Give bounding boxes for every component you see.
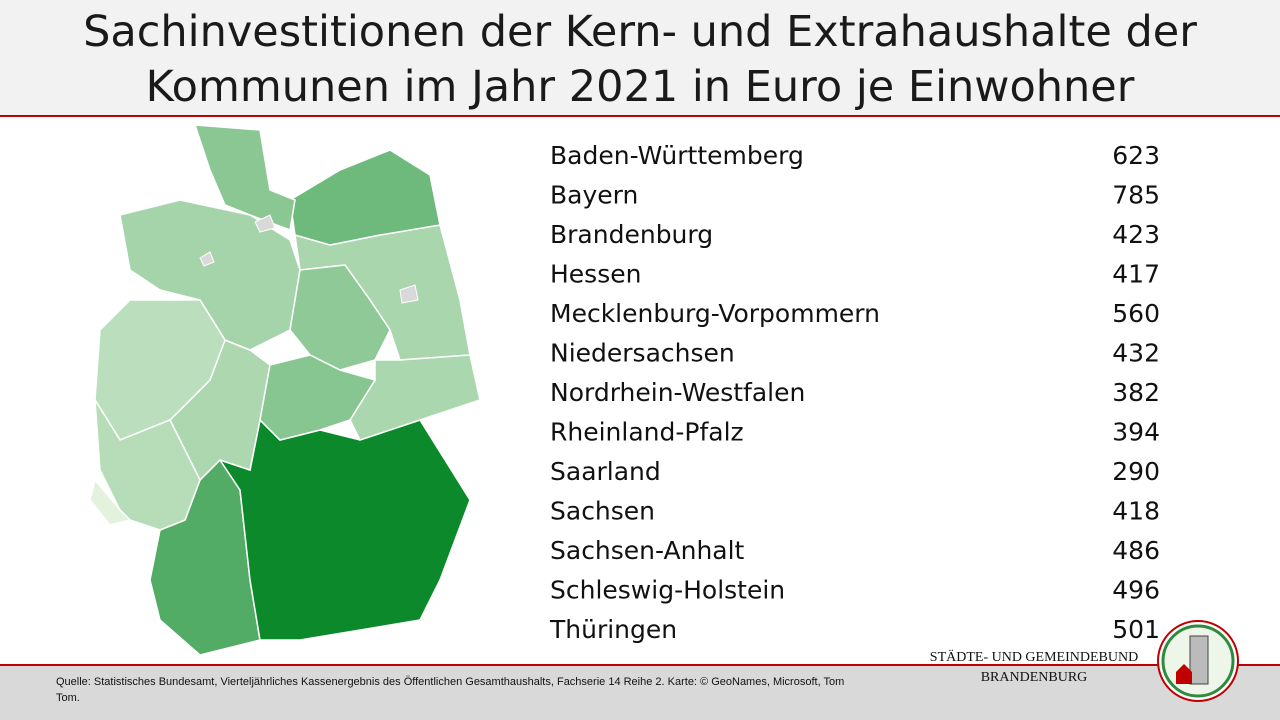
- state-region: [94, 399, 201, 531]
- state-value: 560: [1112, 299, 1160, 328]
- state-name: Baden-Württemberg: [550, 141, 804, 170]
- table: Baden-Württemberg 623 Bayern 785 Brandenburg…: [549, 141, 1160, 644]
- state-name: Schleswig-Holstein: [550, 576, 785, 605]
- city-state: [254, 214, 276, 233]
- state-name: Hessen: [550, 260, 641, 289]
- state-name: Saarland: [550, 457, 661, 486]
- state-value: 486: [1112, 536, 1160, 565]
- state-name: Brandenburg: [550, 220, 713, 249]
- state-value: 417: [1112, 260, 1160, 289]
- state-value: 382: [1112, 378, 1160, 407]
- state-region: [119, 199, 301, 351]
- footer-bg: [0, 665, 1280, 720]
- title: Sachinvestitionen der Kern- und Extrahau…: [83, 7, 1197, 57]
- state-value: 418: [1112, 497, 1160, 526]
- state-region: [218, 418, 471, 641]
- state-region: [89, 478, 132, 526]
- state-name: Bayern: [550, 181, 638, 210]
- state-region: [259, 354, 377, 441]
- state-name: Niedersachsen: [550, 339, 735, 368]
- state-value: 623: [1112, 141, 1160, 170]
- title: Kommunen im Jahr 2021 in Euro je Einwohn…: [146, 62, 1135, 112]
- logo-eagle: [1176, 664, 1192, 684]
- source-box: Quelle: Statistisches Bundesamt, Viertel…: [56, 676, 845, 704]
- logo-text: BRANDENBURG: [981, 670, 1088, 685]
- state-value: 423: [1112, 220, 1160, 249]
- state-value: 785: [1112, 181, 1160, 210]
- logo-tower: [1189, 635, 1209, 685]
- state-region: [193, 124, 296, 232]
- state-value: 496: [1112, 576, 1160, 605]
- city-state: [399, 284, 419, 304]
- state-value: 501: [1112, 615, 1160, 644]
- city-state: [199, 251, 215, 267]
- source: Quelle: Statistisches Bundesamt, Viertel…: [56, 676, 845, 704]
- header-bg: [0, 0, 1280, 116]
- state-region: [289, 149, 441, 246]
- state-region: [289, 264, 391, 371]
- state-value: 394: [1112, 418, 1160, 447]
- state-name: Sachsen: [550, 497, 655, 526]
- map: [89, 124, 481, 656]
- state-value: 290: [1112, 457, 1160, 486]
- state-name: Thüringen: [549, 615, 677, 644]
- state-name: Nordrhein-Westfalen: [550, 378, 805, 407]
- state-name: Rheinland-Pfalz: [550, 418, 744, 447]
- state-value: 432: [1112, 339, 1160, 368]
- state-name: Sachsen-Anhalt: [550, 536, 745, 565]
- logo-text: STÄDTE- UND GEMEINDEBUND: [930, 648, 1138, 665]
- state-name: Mecklenburg-Vorpommern: [550, 299, 880, 328]
